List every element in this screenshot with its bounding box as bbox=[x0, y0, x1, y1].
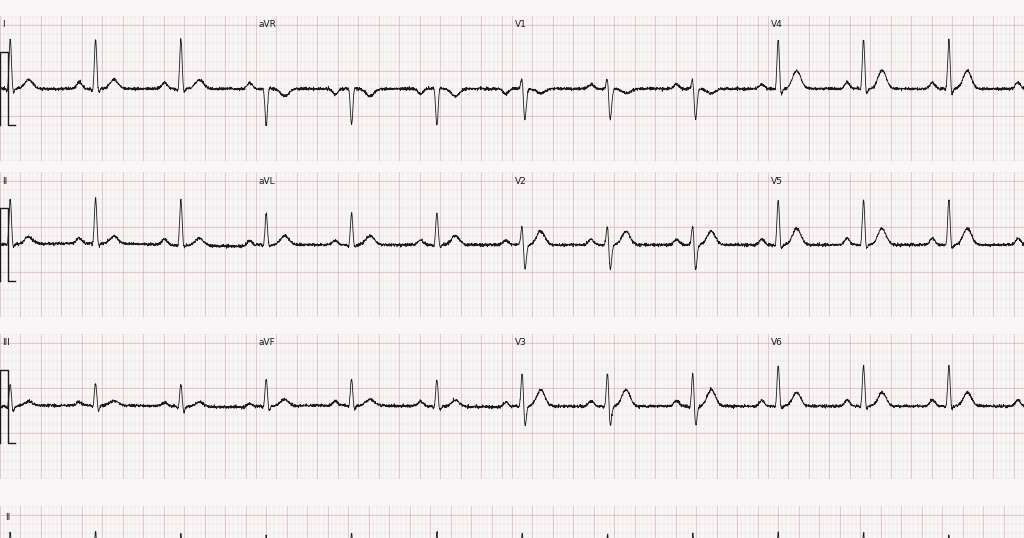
Text: V1: V1 bbox=[514, 20, 526, 30]
Text: I: I bbox=[2, 20, 5, 30]
Text: II: II bbox=[5, 513, 10, 522]
Text: V4: V4 bbox=[770, 20, 782, 30]
Text: aVF: aVF bbox=[258, 338, 275, 347]
Text: aVR: aVR bbox=[258, 20, 276, 30]
Text: V5: V5 bbox=[770, 176, 782, 186]
Text: II: II bbox=[2, 176, 8, 186]
Text: V6: V6 bbox=[770, 338, 782, 347]
Text: V2: V2 bbox=[514, 176, 526, 186]
Text: aVL: aVL bbox=[258, 176, 275, 186]
Text: V3: V3 bbox=[514, 338, 526, 347]
Text: III: III bbox=[2, 338, 10, 347]
